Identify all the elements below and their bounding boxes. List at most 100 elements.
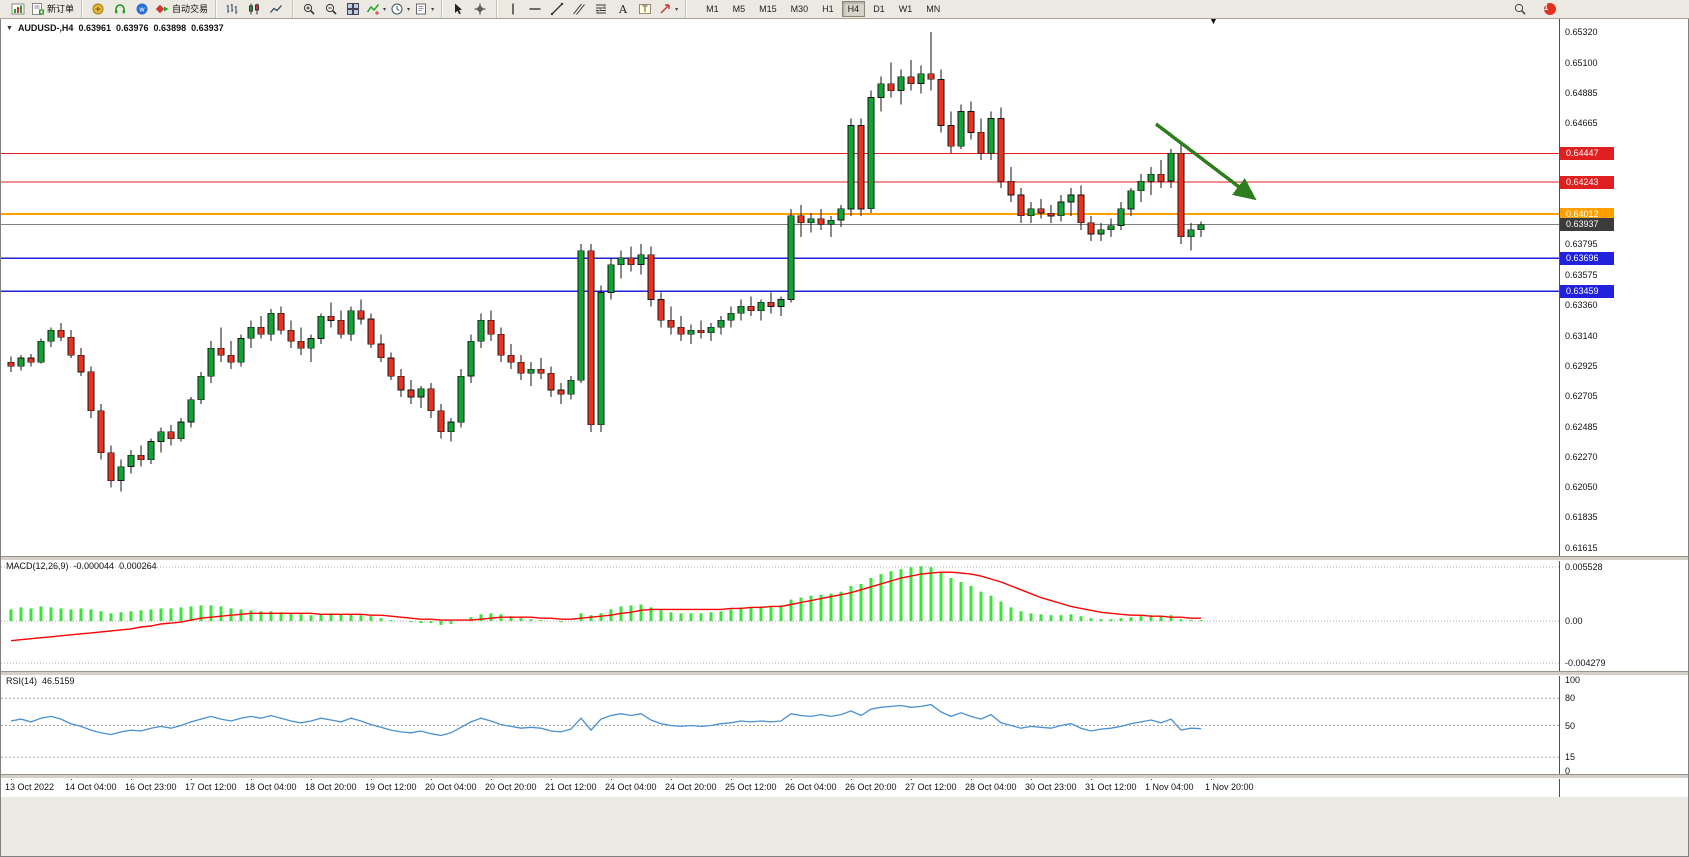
time-label: 31 Oct 12:00 — [1085, 782, 1137, 792]
vertical-line-button[interactable] — [502, 1, 524, 17]
chart-window: ▼ AUDUSD-,H4 0.63961 0.63976 0.63898 0.6… — [0, 16, 1689, 857]
timeframe-h4[interactable]: H4 — [841, 1, 866, 17]
macd-pane[interactable] — [1, 559, 1559, 671]
rsi-axis-label: 100 — [1565, 675, 1581, 685]
pane-divider-rsi[interactable] — [1, 671, 1688, 676]
price-tick-label: 0.63575 — [1565, 270, 1598, 280]
indicators-button[interactable]: ▾ — [364, 1, 388, 17]
price-level-tag: 0.64447 — [1560, 147, 1614, 160]
time-label: 20 Oct 20:00 — [485, 782, 537, 792]
toolbar-right-group: 1 — [1509, 1, 1561, 17]
community-icon: w — [135, 2, 149, 16]
rsi-chart-svg — [1, 697, 1559, 758]
timeframe-d1[interactable]: D1 — [873, 4, 885, 14]
price-tick-label: 0.62270 — [1565, 452, 1598, 462]
price-tick-label: 0.62925 — [1565, 361, 1598, 371]
time-label: 1 Nov 04:00 — [1145, 782, 1194, 792]
price-tick-label: 0.62705 — [1565, 391, 1598, 401]
price-tick-label: 0.64665 — [1565, 118, 1598, 128]
metaeditor-button[interactable] — [87, 1, 109, 17]
time-label: 18 Oct 20:00 — [305, 782, 357, 792]
time-label: 16 Oct 23:00 — [125, 782, 177, 792]
arrows-icon — [658, 2, 672, 16]
chevron-down-icon: ▾ — [383, 6, 387, 13]
timeframe-h1[interactable]: H1 — [822, 4, 834, 14]
timeframe-mn[interactable]: MN — [926, 4, 941, 14]
zoom-out-button[interactable] — [320, 1, 342, 17]
rsi-axis-label: 0 — [1565, 766, 1571, 776]
cursor-button[interactable] — [447, 1, 469, 17]
chart-info-line: ▼ AUDUSD-,H4 0.63961 0.63976 0.63898 0.6… — [6, 23, 224, 33]
candlestick-chart-icon — [247, 2, 261, 16]
timeframe-m1[interactable]: M1 — [706, 4, 719, 14]
templates-button[interactable]: ▾ — [412, 1, 436, 17]
chart-shift-marker[interactable]: ▼ — [1209, 16, 1218, 26]
pane-divider-macd[interactable] — [1, 556, 1688, 561]
new-order-button[interactable]: 新订单 — [29, 1, 76, 17]
bar-chart-button[interactable] — [221, 1, 243, 17]
time-label: 14 Oct 04:00 — [65, 782, 117, 792]
crosshair-icon — [473, 2, 487, 16]
price-chart-pane[interactable] — [1, 18, 1559, 556]
timeframe-w1[interactable]: W1 — [898, 4, 913, 14]
time-label: 19 Oct 12:00 — [365, 782, 417, 792]
tile-windows-button[interactable] — [342, 1, 364, 17]
price-axis[interactable]: 0.65320 0.65100 0.64885 0.64665 0.63795 0.635… — [1559, 18, 1688, 856]
time-axis[interactable]: 13 Oct 2022 14 Oct 04:00 16 Oct 23:00 17 Oc… — [1, 777, 1559, 797]
autotrading-button[interactable]: 自动交易 — [153, 1, 210, 17]
support-headset-button[interactable] — [109, 1, 131, 17]
notification-button[interactable]: 1 — [1539, 1, 1561, 17]
horizontal-line-button[interactable] — [524, 1, 546, 17]
candlestick-chart-button[interactable] — [243, 1, 265, 17]
new-order-label: 新订单 — [47, 3, 75, 14]
time-label: 26 Oct 04:00 — [785, 782, 837, 792]
fibonacci-button[interactable] — [590, 1, 612, 17]
macd-axis-label: -0.004279 — [1565, 658, 1606, 668]
ohlc-close: 0.63937 — [191, 23, 224, 33]
zoom-in-button[interactable] — [298, 1, 320, 17]
timeframe-m5[interactable]: M5 — [732, 4, 746, 14]
search-button[interactable] — [1509, 1, 1531, 17]
rsi-label: RSI(14) 46.5159 — [6, 676, 75, 686]
timeframe-m30[interactable]: M30 — [790, 4, 809, 14]
new-chart-icon — [11, 2, 25, 16]
price-level-tag: 0.63696 — [1560, 252, 1614, 265]
crosshair-button[interactable] — [469, 1, 491, 17]
time-label: 28 Oct 04:00 — [965, 782, 1017, 792]
arrows-button[interactable]: ▾ — [656, 1, 680, 17]
horizontal-line-icon — [528, 2, 542, 16]
text-button[interactable]: A — [612, 1, 634, 17]
rsi-name: RSI(14) — [6, 676, 38, 686]
one-click-trading-toggle[interactable]: ▼ — [6, 24, 13, 32]
fibonacci-icon — [594, 2, 608, 16]
notification-icon — [1543, 2, 1557, 16]
tile-windows-icon — [346, 2, 360, 16]
svg-text:w: w — [139, 6, 145, 14]
price-tick-label: 0.63795 — [1565, 239, 1598, 249]
chevron-down-icon: ▾ — [675, 6, 679, 13]
chevron-down-icon: ▾ — [431, 6, 435, 13]
macd-axis-label: 0.00 — [1565, 616, 1583, 626]
rsi-axis-label: 50 — [1565, 721, 1576, 731]
toolbar: 新订单 w 自动交易 ▾ ▾ ▾ A T ▾ M1 M5 M15 M30 H1 H4 D1 W1 MN 1 — [0, 0, 1689, 19]
community-button[interactable]: w — [131, 1, 153, 17]
text-label-button[interactable]: T — [634, 1, 656, 17]
price-tick-label: 0.64885 — [1565, 88, 1598, 98]
new-chart-button[interactable] — [7, 1, 29, 17]
zoom-out-icon — [324, 2, 338, 16]
time-label: 27 Oct 12:00 — [905, 782, 957, 792]
rsi-pane[interactable] — [1, 674, 1559, 774]
price-level-tag: 0.64012 — [1560, 208, 1614, 221]
toolbar-button-groups: 新订单 w 自动交易 ▾ ▾ ▾ A T ▾ — [2, 0, 687, 18]
candlestick-chart-svg — [1, 32, 1559, 492]
templates-icon — [414, 2, 428, 16]
trendline-button[interactable] — [546, 1, 568, 17]
line-chart-button[interactable] — [265, 1, 287, 17]
support-headset-icon — [113, 2, 127, 16]
timeframe-m15[interactable]: M15 — [759, 4, 777, 14]
time-label: 30 Oct 23:00 — [1025, 782, 1077, 792]
equidistant-channel-button[interactable] — [568, 1, 590, 17]
indicators-icon — [366, 2, 380, 16]
periods-button[interactable]: ▾ — [388, 1, 412, 17]
toolbar-group: 新订单 — [2, 0, 83, 18]
